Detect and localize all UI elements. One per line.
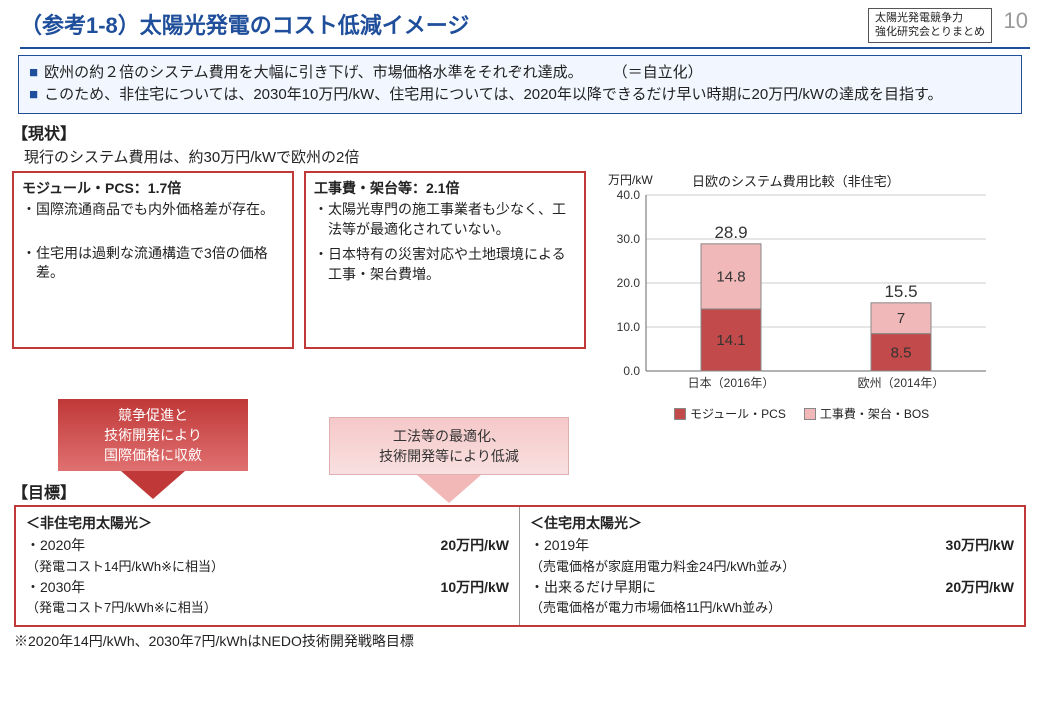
- svg-text:0.0: 0.0: [623, 364, 640, 378]
- goal-residential: ＜住宅用太陽光＞ ・2019年 30万円/kW （売電価格が家庭用電力料金24円/…: [520, 507, 1024, 624]
- page-number: 10: [1000, 8, 1028, 34]
- svg-text:30.0: 30.0: [617, 232, 641, 246]
- arrow-const: 工法等の最適化、技術開発等により低減: [308, 399, 590, 504]
- arrow-const-text: 工法等の最適化、技術開発等により低減: [329, 417, 569, 476]
- svg-text:28.9: 28.9: [714, 222, 747, 241]
- svg-text:14.1: 14.1: [716, 332, 745, 349]
- badge-line2: 強化研究会とりまとめ: [875, 26, 985, 38]
- cost-comparison-chart: 万円/kW 日欧のシステム費用比較（非住宅） 0.0 10.0 20.0 30.0 40…: [596, 171, 996, 401]
- page-title: （参考1-8）太陽光発電のコスト低減イメージ: [20, 8, 868, 40]
- arrow-module: 競争促進と技術開発により国際価格に収斂: [12, 399, 294, 504]
- goal-right-r1-val: 30万円/kW: [946, 535, 1014, 557]
- module-heading: モジュール・PCS：1.7倍: [22, 179, 284, 199]
- summary-box: ■欧州の約２倍のシステム費用を大幅に引き下げ、市場価格水準をそれぞれ達成。 （＝…: [18, 55, 1022, 114]
- goal-right-r2-year: ・出来るだけ早期に: [530, 577, 656, 599]
- svg-text:7: 7: [897, 310, 905, 327]
- goal-right-r2-note: （売電価格が電力市場価格11円/kWh並み）: [530, 598, 1014, 618]
- const-bullet-1: ・太陽光専門の施工事業者も少なく、工法等が最適化されていない。: [314, 200, 576, 239]
- goal-left-r1-year: ・2020年: [26, 535, 85, 557]
- chart-svg: 0.0 10.0 20.0 30.0 40.0 14.1 14.8 28.9 日本（2016年）…: [596, 171, 996, 401]
- goal-box: ＜非住宅用太陽光＞ ・2020年 20万円/kW （発電コスト14円/kWh※に相…: [14, 505, 1026, 626]
- source-badge: 太陽光発電競争力 強化研究会とりまとめ: [868, 8, 992, 43]
- goal-left-heading: ＜非住宅用太陽光＞: [26, 513, 509, 535]
- svg-text:15.5: 15.5: [884, 281, 917, 300]
- svg-text:10.0: 10.0: [617, 320, 641, 334]
- arrow-module-text: 競争促進と技術開発により国際価格に収斂: [58, 399, 248, 472]
- summary-line-1: 欧州の約２倍のシステム費用を大幅に引き下げ、市場価格水準をそれぞれ達成。 （＝自…: [44, 64, 703, 81]
- y-axis-unit: 万円/kW: [608, 171, 653, 188]
- svg-text:14.8: 14.8: [716, 268, 745, 285]
- construction-box: 工事費・架台等：2.1倍 ・太陽光専門の施工事業者も少なく、工法等が最適化されて…: [304, 171, 586, 349]
- goal-right-r1-year: ・2019年: [530, 535, 589, 557]
- chart-legend: モジュール・PCS 工事費・架台・BOS: [674, 405, 929, 422]
- goal-left-r1-val: 20万円/kW: [441, 535, 509, 557]
- goal-right-r2-val: 20万円/kW: [946, 577, 1014, 599]
- goal-left-r2-note: （発電コスト7円/kWh※に相当）: [26, 598, 509, 618]
- module-bullet-1: ・国際流通商品でも内外価格差が存在。: [22, 200, 284, 220]
- chart-title: 日欧のシステム費用比較（非住宅）: [692, 171, 900, 190]
- goal-right-r1-note: （売電価格が家庭用電力料金24円/kWh並み）: [530, 557, 1014, 577]
- svg-text:20.0: 20.0: [617, 276, 641, 290]
- svg-text:欧州（2014年）: 欧州（2014年）: [858, 376, 945, 390]
- goal-non-residential: ＜非住宅用太陽光＞ ・2020年 20万円/kW （発電コスト14円/kWh※に相…: [16, 507, 520, 624]
- legend-const: 工事費・架台・BOS: [820, 407, 929, 421]
- module-bullet-2: ・住宅用は過剰な流通構造で3倍の価格差。: [22, 244, 284, 283]
- svg-text:日本（2016年）: 日本（2016年）: [688, 376, 775, 390]
- const-bullet-2: ・日本特有の災害対応や土地環境による工事・架台費増。: [314, 245, 576, 284]
- status-subtitle: 現行のシステム費用は、約30万円/kWで欧州の2倍: [24, 146, 1040, 167]
- badge-line1: 太陽光発電競争力: [875, 12, 963, 24]
- status-label: 【現状】: [12, 120, 1040, 144]
- const-heading: 工事費・架台等：2.1倍: [314, 179, 576, 199]
- goal-left-r2-val: 10万円/kW: [441, 577, 509, 599]
- goal-left-r2-year: ・2030年: [26, 577, 85, 599]
- svg-text:8.5: 8.5: [891, 344, 912, 361]
- module-pcs-box: モジュール・PCS：1.7倍 ・国際流通商品でも内外価格差が存在。 ・住宅用は過…: [12, 171, 294, 349]
- goal-right-heading: ＜住宅用太陽光＞: [530, 513, 1014, 535]
- summary-line-2: このため、非住宅については、2030年10万円/kW、住宅用については、2020…: [44, 86, 942, 103]
- footnote: ※2020年14円/kWh、2030年7円/kWhはNEDO技術開発戦略目標: [14, 631, 1026, 651]
- goal-left-r1-note: （発電コスト14円/kWh※に相当）: [26, 557, 509, 577]
- svg-text:40.0: 40.0: [617, 188, 641, 202]
- legend-module: モジュール・PCS: [690, 407, 786, 421]
